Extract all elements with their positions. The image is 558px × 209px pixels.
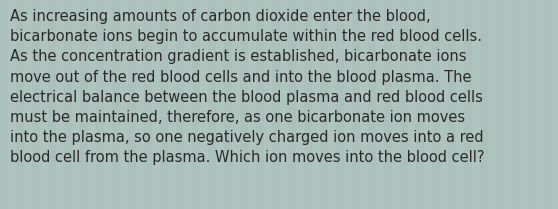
Bar bbox=[544, 0, 552, 209]
Bar bbox=[208, 0, 216, 209]
Bar bbox=[304, 0, 312, 209]
Bar bbox=[256, 0, 264, 209]
Bar bbox=[0, 0, 8, 209]
Bar bbox=[320, 0, 328, 209]
Bar bbox=[240, 0, 248, 209]
Bar bbox=[512, 0, 520, 209]
Bar bbox=[384, 0, 392, 209]
Bar bbox=[64, 0, 72, 209]
Bar bbox=[416, 0, 424, 209]
Bar bbox=[464, 0, 472, 209]
Bar bbox=[272, 0, 280, 209]
Bar bbox=[48, 0, 56, 209]
Bar bbox=[368, 0, 376, 209]
Bar bbox=[80, 0, 88, 209]
Bar bbox=[224, 0, 232, 209]
Bar bbox=[352, 0, 360, 209]
Bar bbox=[480, 0, 488, 209]
Bar bbox=[176, 0, 184, 209]
Bar bbox=[128, 0, 136, 209]
Bar bbox=[432, 0, 440, 209]
Bar bbox=[528, 0, 536, 209]
Bar bbox=[448, 0, 456, 209]
Bar bbox=[16, 0, 24, 209]
Bar bbox=[288, 0, 296, 209]
Text: As increasing amounts of carbon dioxide enter the blood,
bicarbonate ions begin : As increasing amounts of carbon dioxide … bbox=[10, 9, 484, 165]
Bar bbox=[496, 0, 504, 209]
Bar bbox=[192, 0, 200, 209]
Bar bbox=[32, 0, 40, 209]
Bar bbox=[400, 0, 408, 209]
Bar bbox=[160, 0, 168, 209]
Bar bbox=[96, 0, 104, 209]
Bar bbox=[336, 0, 344, 209]
Bar bbox=[112, 0, 120, 209]
Bar bbox=[144, 0, 152, 209]
